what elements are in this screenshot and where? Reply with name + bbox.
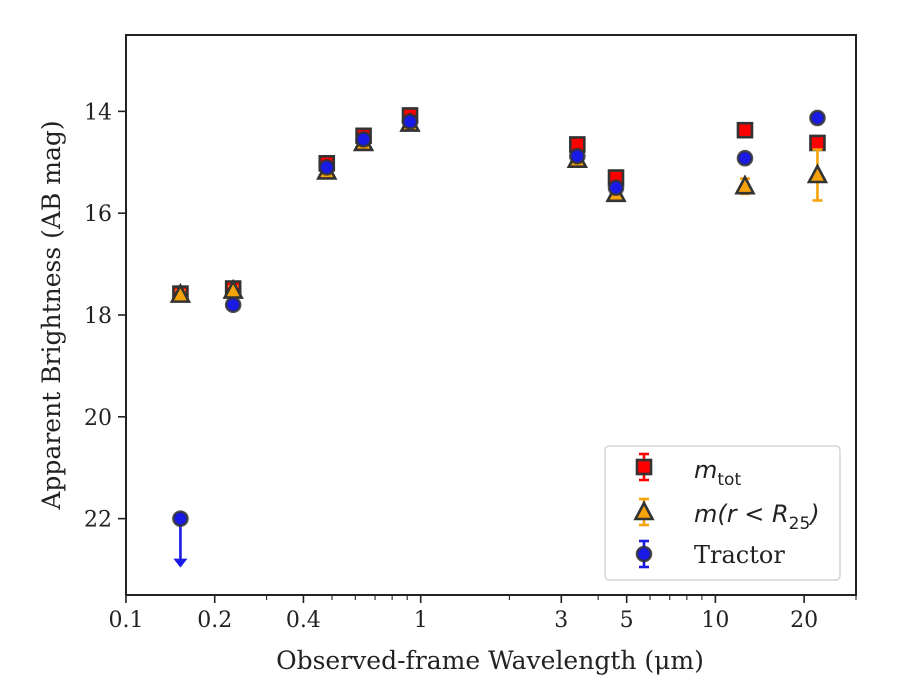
square-point — [736, 121, 754, 139]
y-axis-label: Apparent Brightness (AB mag) — [37, 120, 66, 510]
x-tick-label: 5 — [620, 608, 634, 633]
x-tick-label: 0.1 — [109, 608, 144, 633]
square-point — [809, 134, 826, 152]
legend-circle-symbol — [635, 545, 653, 563]
legend-mr-main: m(r < R — [694, 500, 789, 528]
triangle-point — [806, 163, 829, 184]
circle-point — [736, 149, 754, 167]
circle-point — [569, 147, 586, 165]
x-axis-label: Observed-frame Wavelength (μm) — [276, 646, 704, 675]
triangle-point — [734, 174, 756, 195]
series-2 — [172, 109, 826, 568]
y-tick-label: 20 — [84, 406, 112, 431]
legend: mtot m(r < R25) Tractor — [604, 445, 841, 581]
legend-square-symbol — [635, 458, 653, 476]
x-tick-label: 1 — [414, 608, 428, 633]
legend-mtot-sub: tot — [717, 470, 741, 490]
data-marks — [169, 107, 829, 568]
axes: 0.1 0.2 0.4 1 3 5 10 20 14 16 18 20 22 — [84, 34, 857, 633]
legend-triangle-symbol — [633, 500, 655, 521]
y-tick-label: 16 — [84, 202, 112, 227]
circle-point — [172, 510, 189, 527]
legend-label-mr: m(r < R25) — [694, 500, 820, 534]
circle-point — [224, 296, 242, 314]
y-tick-label: 18 — [84, 304, 112, 329]
legend-frame — [604, 445, 841, 581]
y-tick-label: 22 — [84, 508, 112, 533]
circle-upper-limit-arrowhead — [173, 558, 188, 568]
legend-label-mtot: mtot — [694, 456, 741, 490]
x-tick-label: 0.4 — [286, 608, 321, 633]
x-tick-label: 3 — [554, 608, 568, 633]
legend-mr-sub: 25 — [789, 514, 811, 534]
x-tick-label: 20 — [790, 608, 818, 633]
x-tick-label: 0.2 — [197, 608, 232, 633]
x-tick-label: 10 — [701, 608, 729, 633]
legend-mtot-main: m — [694, 456, 717, 484]
circle-point — [355, 131, 372, 148]
circle-point — [607, 179, 625, 197]
circle-point — [809, 109, 826, 127]
circle-point — [401, 113, 419, 130]
legend-label-tractor: Tractor — [694, 541, 785, 569]
triangle-point — [169, 282, 192, 303]
y-tick-label: 14 — [84, 100, 112, 125]
circle-point — [318, 159, 336, 176]
legend-symbols — [633, 452, 655, 569]
legend-mr-close: ) — [808, 500, 819, 528]
